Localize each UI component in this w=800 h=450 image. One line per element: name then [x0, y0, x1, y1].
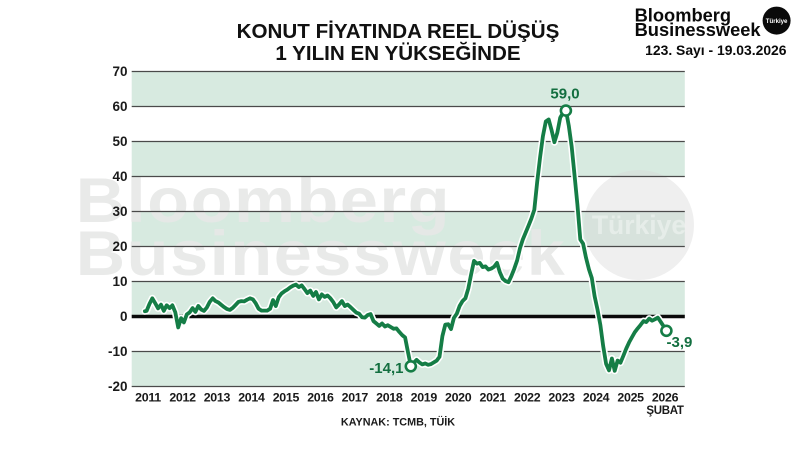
svg-text:-20: -20 [108, 379, 128, 394]
svg-text:2020: 2020 [445, 391, 472, 405]
svg-text:ŞUBAT: ŞUBAT [646, 405, 684, 417]
svg-text:2025: 2025 [617, 391, 644, 405]
svg-text:-10: -10 [108, 344, 128, 359]
svg-text:2019: 2019 [411, 391, 438, 405]
svg-text:30: 30 [112, 204, 127, 219]
svg-text:0: 0 [120, 309, 128, 324]
svg-text:10: 10 [112, 274, 127, 289]
svg-text:2024: 2024 [583, 391, 610, 405]
svg-text:Businessweek: Businessweek [635, 19, 762, 40]
svg-text:2023: 2023 [548, 391, 575, 405]
svg-text:2026: 2026 [652, 391, 679, 405]
svg-text:50: 50 [112, 134, 127, 149]
svg-text:123. Sayı - 19.03.2026: 123. Sayı - 19.03.2026 [645, 42, 787, 58]
svg-text:20: 20 [112, 239, 127, 254]
svg-text:-3,9: -3,9 [667, 334, 693, 351]
svg-text:KONUT FİYATINDA REEL DÜŞÜŞ: KONUT FİYATINDA REEL DÜŞÜŞ [237, 20, 560, 43]
svg-text:Türkiye: Türkiye [766, 18, 788, 25]
svg-text:2021: 2021 [480, 391, 507, 405]
svg-text:-14,1: -14,1 [369, 360, 403, 377]
svg-text:Bloomberg: Bloomberg [76, 166, 451, 236]
svg-text:2016: 2016 [307, 391, 334, 405]
svg-text:2012: 2012 [169, 391, 196, 405]
svg-text:1 YILIN EN YÜKSEĞİNDE: 1 YILIN EN YÜKSEĞİNDE [275, 41, 520, 65]
svg-text:2014: 2014 [238, 391, 265, 405]
svg-text:Türkiye: Türkiye [592, 210, 686, 240]
svg-text:59,0: 59,0 [550, 86, 579, 103]
svg-text:70: 70 [112, 64, 127, 79]
svg-text:KAYNAK: TCMB, TÜİK: KAYNAK: TCMB, TÜİK [341, 416, 455, 429]
svg-text:40: 40 [112, 169, 127, 184]
svg-text:2018: 2018 [376, 391, 403, 405]
svg-text:Bloomberg: Bloomberg [635, 4, 732, 25]
svg-text:2011: 2011 [135, 391, 161, 405]
svg-text:2013: 2013 [204, 391, 231, 405]
svg-text:60: 60 [112, 99, 127, 114]
svg-text:2015: 2015 [273, 391, 300, 405]
svg-text:2022: 2022 [514, 391, 541, 405]
svg-text:Businessweek: Businessweek [76, 219, 567, 289]
svg-text:2017: 2017 [342, 391, 369, 405]
